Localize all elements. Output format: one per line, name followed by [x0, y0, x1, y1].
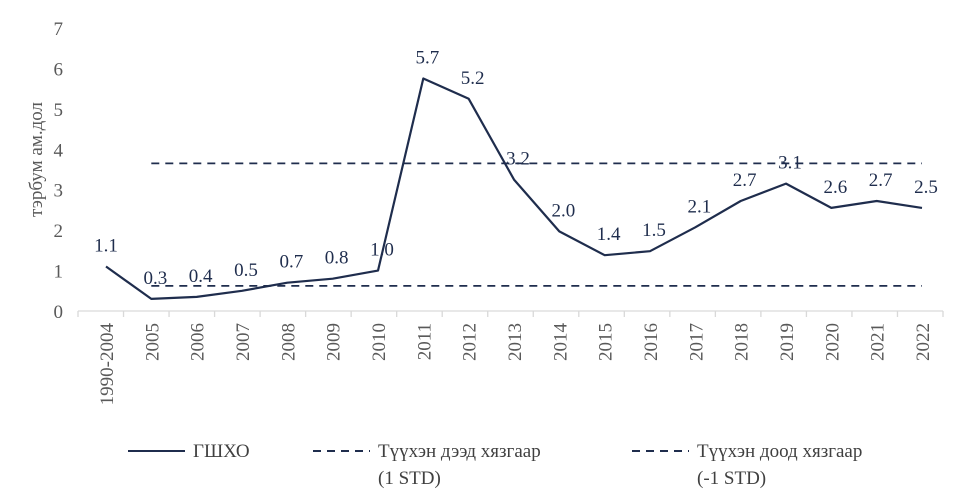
x-tick-label: 2011 [414, 323, 435, 360]
x-tick-label: 2017 [686, 323, 707, 361]
y-tick-label: 2 [54, 221, 64, 242]
data-label: 1.0 [370, 240, 394, 261]
data-label: 0.8 [325, 248, 349, 269]
data-label: 1.4 [597, 224, 621, 245]
data-label: 2.6 [823, 177, 847, 198]
y-tick-label: 5 [54, 100, 64, 121]
x-tick-label: 2009 [324, 323, 345, 361]
x-tick-label: 2007 [233, 323, 254, 361]
x-tick-label: 1990-2004 [97, 323, 118, 406]
data-label: 2.1 [687, 196, 711, 217]
legend: ГШХО Түүхэн дээд хязгаар (1 STD) Түүхэн доо… [128, 441, 862, 489]
x-tick-label: 2006 [188, 323, 209, 361]
y-tick-label: 4 [54, 140, 64, 161]
y-tick-label: 0 [54, 302, 64, 323]
x-tick-label: 2018 [732, 323, 753, 361]
legend-label: Түүхэн доод хязгаар [697, 441, 862, 462]
data-labels: 1.1 0.3 0.4 0.5 0.7 0.8 1.0 5.7 5.2 3.2 2.0 1.4 1.5 2… [94, 48, 938, 289]
x-tick-label: 2014 [550, 323, 571, 362]
y-axis-title: тэрбум ам.дол [26, 101, 47, 217]
x-tick-label: 2019 [777, 323, 798, 361]
x-tick-label: 2022 [913, 323, 934, 361]
legend-label: (1 STD) [378, 468, 441, 489]
data-label: 3.1 [778, 153, 802, 174]
x-tick-label: 2012 [460, 323, 481, 361]
data-label: 0.5 [234, 260, 258, 281]
data-label: 1.1 [94, 236, 118, 257]
data-label: 1.5 [642, 220, 666, 241]
x-tick-label: 2008 [278, 323, 299, 361]
x-tick-label: 2016 [641, 323, 662, 361]
data-label: 3.2 [506, 149, 530, 170]
x-tick-label: 2013 [505, 323, 526, 361]
y-tick-label: 6 [54, 59, 64, 80]
x-tick-label: 2015 [596, 323, 617, 361]
data-label: 2.0 [551, 200, 575, 221]
y-axis-title-group: тэрбум ам.дол [26, 101, 47, 217]
data-label: 0.7 [279, 252, 303, 273]
y-tick-label: 1 [54, 262, 64, 283]
data-label: 0.3 [143, 268, 167, 289]
y-tick-label: 3 [54, 181, 64, 202]
series-line-main [105, 77, 923, 300]
x-tick-label: 2005 [142, 323, 163, 361]
data-label: 2.7 [869, 170, 893, 191]
legend-label: ГШХО [193, 441, 250, 462]
y-axis-ticks: 0 1 2 3 4 5 6 7 [54, 19, 64, 323]
legend-label: (-1 STD) [697, 468, 766, 489]
data-label: 2.7 [733, 170, 757, 191]
x-axis: 1990-2004 2005 2006 2007 2008 2009 2010 2011 201… [77, 310, 944, 406]
legend-label: Түүхэн дээд хязгаар [378, 441, 541, 462]
series-lines [105, 77, 923, 300]
x-tick-label: 2021 [868, 323, 889, 361]
x-tick-label: 2020 [822, 323, 843, 361]
data-label: 5.7 [415, 48, 439, 69]
data-label: 0.4 [189, 266, 213, 287]
data-label: 5.2 [461, 68, 485, 89]
x-tick-label: 2010 [369, 323, 390, 361]
data-label: 2.5 [914, 177, 938, 198]
y-tick-label: 7 [54, 19, 64, 40]
